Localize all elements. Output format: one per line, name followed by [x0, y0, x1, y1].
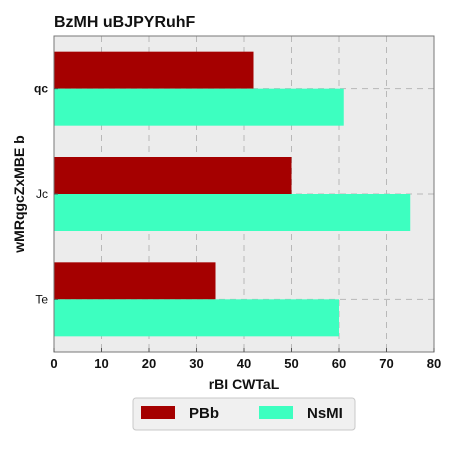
- legend-label-pbb: PBb: [189, 405, 219, 422]
- x-tick-label: 80: [427, 356, 441, 371]
- bar-pbb-te: [54, 262, 216, 300]
- x-tick-label: 20: [142, 356, 156, 371]
- x-tick-label: 60: [332, 356, 346, 371]
- bar-pbb-qc: [54, 51, 254, 89]
- legend-swatch-nsmi: [259, 406, 293, 419]
- bar-nsmi-jc: [54, 194, 411, 231]
- bar-nsmi-te: [54, 299, 339, 337]
- x-tick-label: 70: [379, 356, 393, 371]
- y-tick-label: Jc: [36, 187, 48, 201]
- x-axis-label: rBI CWTaL: [209, 376, 280, 392]
- bar-pbb-jc: [54, 157, 292, 194]
- legend-swatch-pbb: [141, 406, 175, 419]
- x-tick-label: 30: [189, 356, 203, 371]
- chart-title: BzMH uBJPYRuhF: [54, 14, 196, 31]
- y-tick-label: Te: [35, 292, 48, 306]
- legend-label-nsmi: NsMI: [307, 405, 343, 422]
- bar-nsmi-qc: [54, 88, 344, 126]
- y-axis-ticks: qc Jc Te: [34, 82, 58, 306]
- x-tick-label: 0: [50, 356, 57, 371]
- bars: [54, 51, 411, 337]
- x-tick-label: 10: [94, 356, 108, 371]
- legend-frame: [132, 397, 356, 431]
- x-tick-label: 50: [284, 356, 298, 371]
- x-tick-label: 40: [237, 356, 251, 371]
- y-tick-label: qc: [34, 82, 48, 96]
- y-axis-label: wMRqgcZxMBE b: [11, 135, 27, 253]
- x-axis-ticks: 0 10 20 30 40 50 60 70 80: [50, 348, 441, 371]
- legend: PBb NsMI: [132, 397, 356, 431]
